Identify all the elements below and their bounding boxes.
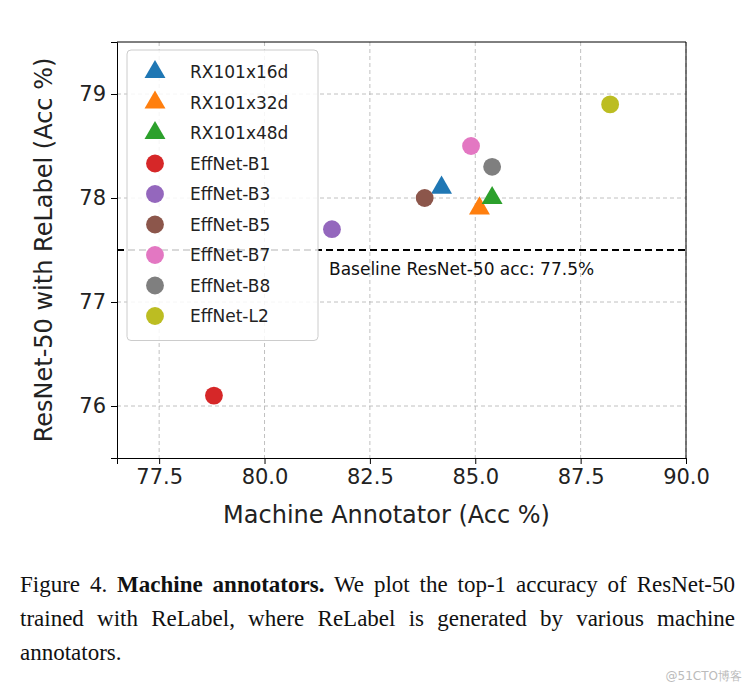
legend-label: EffNet-B7 — [190, 245, 270, 265]
y-axis-title: ResNet-50 with ReLabel (Acc %) — [30, 58, 58, 443]
tick: 90.0 — [663, 458, 710, 489]
point — [205, 387, 223, 405]
legend-marker — [146, 246, 164, 264]
point — [431, 176, 452, 194]
tick-mark — [111, 94, 117, 95]
point — [416, 189, 434, 207]
tick-mark — [111, 198, 117, 199]
legend-marker — [146, 216, 164, 234]
legend-label: EffNet-B1 — [190, 154, 270, 174]
tick: 85.0 — [452, 458, 499, 489]
tick-mark — [581, 458, 582, 464]
marks — [117, 95, 686, 404]
tick-label: 79 — [79, 82, 106, 106]
tick-label: 77 — [79, 290, 106, 314]
tick-mark — [111, 406, 117, 407]
tick-label: 87.5 — [558, 465, 605, 489]
axis-line — [111, 43, 118, 459]
grid — [117, 42, 686, 458]
tick: 80.0 — [242, 458, 289, 489]
caption: Figure 4. Machine annotators. We plot th… — [20, 568, 735, 670]
x-axis: 77.5 80.0 82.5 85.0 87.5 90.0 — [118, 458, 710, 489]
tick: 78 — [79, 186, 117, 210]
grid-line — [686, 42, 687, 458]
point — [601, 95, 619, 113]
chart: Baseline ResNet-50 acc: 77.5% 77.5 80.0 82.… — [0, 0, 750, 560]
tick-label: 77.5 — [136, 465, 183, 489]
point — [323, 220, 341, 238]
legend-marker — [146, 277, 164, 295]
legend-box — [127, 50, 318, 341]
tick: 76 — [79, 394, 117, 418]
y-axis: 76 77 78 79 — [79, 43, 117, 459]
point — [482, 186, 503, 204]
tick-mark — [111, 302, 117, 303]
x-axis-title: Machine Annotator (Acc %) — [223, 501, 550, 529]
frame — [686, 42, 687, 458]
legend-label: RX101x16d — [190, 62, 288, 82]
point — [462, 137, 480, 155]
tick-label: 78 — [79, 186, 106, 210]
legend-marker — [146, 185, 164, 203]
tick-mark — [475, 458, 476, 464]
point — [483, 158, 501, 176]
tick: 82.5 — [347, 458, 394, 489]
tick-label: 82.5 — [347, 465, 394, 489]
legend-marker — [146, 307, 164, 325]
grid-line — [117, 406, 686, 407]
legend-label: EffNet-B8 — [190, 276, 270, 296]
plot: Baseline ResNet-50 acc: 77.5% 77.5 80.0 82.… — [79, 42, 710, 489]
tick-mark — [370, 458, 371, 464]
legend-label: EffNet-B3 — [190, 184, 270, 204]
tick-label: 85.0 — [452, 465, 499, 489]
legend-marker — [145, 60, 166, 78]
legend-marker — [145, 90, 166, 108]
tick-label: 80.0 — [242, 465, 289, 489]
tick: 77.5 — [136, 458, 183, 489]
tick: 87.5 — [558, 458, 605, 489]
frame — [117, 42, 686, 43]
tick-label: 76 — [79, 394, 106, 418]
legend-marker — [146, 155, 164, 173]
legend-label: EffNet-B5 — [190, 215, 270, 235]
axis-line — [118, 459, 687, 465]
legend-label: RX101x32d — [190, 93, 288, 113]
tick-mark — [686, 458, 687, 464]
tick: 79 — [79, 82, 117, 106]
caption-label: Figure 4. — [20, 572, 107, 597]
legend-label: EffNet-L2 — [190, 306, 269, 326]
baseline-label: Baseline ResNet-50 acc: 77.5% — [329, 259, 594, 279]
tick-mark — [265, 458, 266, 464]
tick: 77 — [79, 290, 117, 314]
tick-mark — [159, 458, 160, 464]
caption-title: Machine annotators. — [117, 572, 324, 597]
watermark: @51CTO博客 — [666, 668, 742, 685]
legend-label: RX101x48d — [190, 123, 288, 143]
legend-marker — [145, 121, 166, 139]
legend: RX101x16d RX101x32d RX101x48d EffNet-B1 EffN… — [127, 50, 318, 341]
tick-label: 90.0 — [663, 465, 710, 489]
